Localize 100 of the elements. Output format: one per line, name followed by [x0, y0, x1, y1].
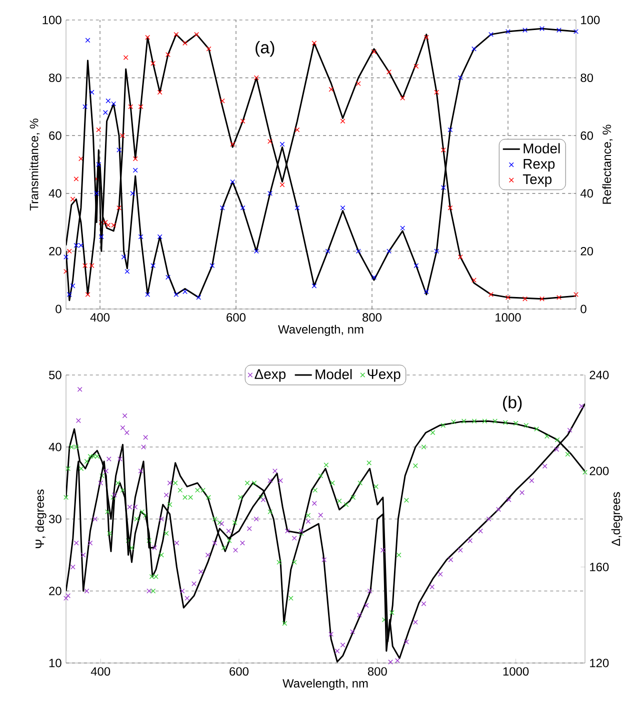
point	[123, 55, 128, 60]
y2-tick-label: 60	[580, 131, 594, 140]
point	[66, 292, 72, 298]
x-tick-label: 600	[230, 667, 249, 676]
point	[424, 289, 429, 294]
x-tick-label: 400	[90, 313, 110, 322]
legend-label: Model	[524, 143, 560, 154]
point	[145, 292, 150, 298]
point	[74, 176, 79, 182]
x-tick-label: 800	[368, 667, 387, 676]
point	[448, 127, 453, 132]
point	[111, 101, 116, 106]
point	[66, 248, 72, 254]
x-tick-label: 600	[226, 313, 246, 322]
point	[240, 205, 246, 210]
y2-tick-label: 20	[580, 246, 594, 256]
point	[70, 283, 76, 288]
point	[230, 179, 236, 184]
x-tick-label: 1000	[496, 313, 521, 322]
point	[116, 148, 122, 153]
y-axis-title: Transmittance, %	[29, 118, 40, 211]
point	[540, 296, 544, 302]
y2-tick-label: 120	[590, 658, 609, 668]
point	[89, 90, 94, 95]
point	[132, 156, 138, 162]
point	[312, 40, 317, 46]
y2-tick-label: 80	[580, 74, 594, 82]
point	[210, 263, 215, 268]
point	[472, 278, 476, 283]
point	[145, 34, 150, 40]
point	[424, 34, 429, 40]
point	[325, 248, 330, 254]
point	[130, 190, 136, 196]
y-tick-label: 10	[49, 658, 62, 668]
point	[132, 168, 138, 173]
point	[182, 289, 188, 294]
point	[506, 29, 510, 34]
legend-label: Ψexp	[368, 369, 400, 382]
point	[506, 294, 510, 300]
point	[386, 70, 392, 74]
legend-label: Model	[316, 369, 352, 380]
y2-tick-label: 240	[590, 370, 609, 380]
point	[458, 75, 463, 80]
y-tick-label: 50	[49, 370, 62, 380]
point	[372, 49, 376, 54]
point	[96, 162, 102, 167]
y-axis-title: Ψ, degrees	[35, 490, 46, 548]
point	[120, 133, 125, 138]
point	[78, 156, 84, 162]
point	[64, 254, 68, 260]
point	[138, 234, 144, 240]
x-tick-label: 800	[362, 313, 382, 322]
legend-label: Δexp	[254, 369, 286, 382]
point	[98, 234, 104, 240]
point	[196, 294, 202, 300]
point	[268, 190, 272, 196]
point	[440, 185, 446, 190]
point	[157, 234, 162, 240]
point	[400, 226, 406, 231]
point	[414, 64, 419, 69]
point	[386, 248, 392, 254]
annotation: (a)	[256, 41, 274, 57]
point	[540, 26, 544, 32]
point	[372, 274, 376, 280]
point	[574, 29, 578, 34]
point	[150, 60, 156, 66]
point	[294, 205, 300, 210]
point	[440, 148, 446, 153]
point	[166, 274, 170, 280]
point	[522, 296, 528, 302]
point	[574, 292, 578, 298]
point	[157, 90, 162, 95]
point	[70, 196, 76, 202]
point	[448, 205, 453, 210]
x-axis-title: Wavelength, nm	[282, 678, 368, 690]
point	[328, 86, 334, 92]
point	[166, 52, 170, 58]
point	[138, 104, 144, 110]
point	[340, 118, 346, 124]
y2-tick-label: 160	[590, 562, 609, 572]
y2-tick-label: 200	[590, 466, 609, 476]
point	[254, 248, 259, 254]
point	[522, 28, 528, 33]
point	[150, 263, 156, 268]
point	[458, 254, 463, 260]
point	[194, 32, 200, 37]
point	[488, 32, 494, 37]
y-tick-label: 80	[49, 74, 62, 82]
point	[106, 98, 111, 104]
point	[220, 98, 225, 104]
y-tick-label: 60	[49, 131, 62, 140]
x-axis-title: Wavelength, nm	[278, 324, 364, 336]
y-tick-label: 40	[48, 189, 62, 198]
point	[434, 248, 440, 254]
point	[96, 127, 102, 132]
point	[434, 90, 440, 95]
legend-label: Rexp	[524, 159, 555, 172]
point	[174, 292, 179, 298]
point	[182, 40, 188, 46]
point	[340, 205, 346, 210]
